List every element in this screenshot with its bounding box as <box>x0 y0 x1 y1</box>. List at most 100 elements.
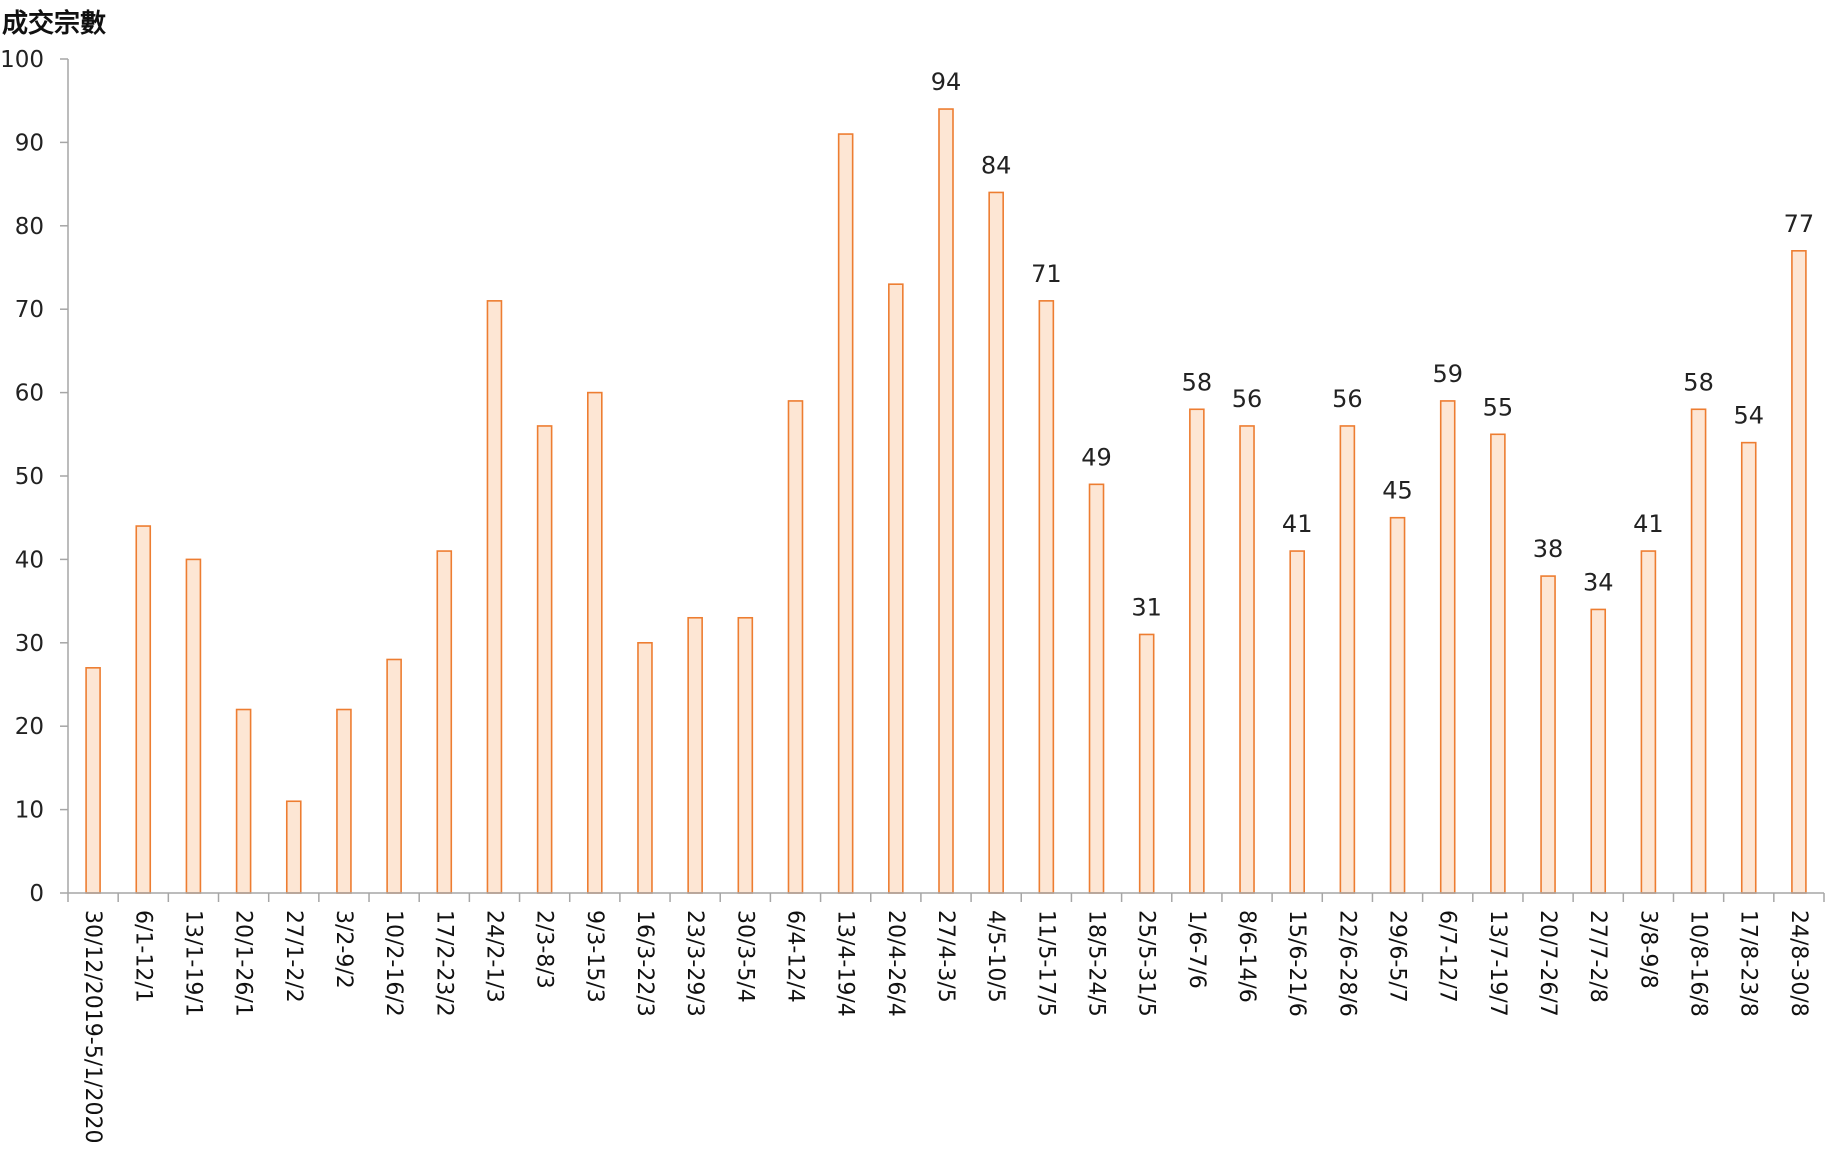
data-label: 58 <box>1683 368 1714 396</box>
y-tick-label: 40 <box>15 547 44 573</box>
bar <box>637 641 653 894</box>
x-tick-label: 8/6-14/6 <box>1234 910 1259 1003</box>
x-tick-label: 4/5-10/5 <box>983 910 1008 1003</box>
bar <box>1289 550 1305 894</box>
x-tick-label: 6/1-12/1 <box>130 910 155 1003</box>
bar <box>1690 408 1707 894</box>
y-tick-label: 80 <box>15 214 44 240</box>
y-tick-label: 50 <box>15 464 44 490</box>
bar <box>1189 408 1205 894</box>
bar <box>336 708 352 894</box>
data-label: 84 <box>981 151 1012 179</box>
x-tick-label: 16/3-22/3 <box>632 910 657 1017</box>
x-tick-label: 30/12/2019-5/1/2020 <box>80 910 105 1144</box>
bar <box>787 400 804 894</box>
x-tick-label: 17/2-23/2 <box>431 910 456 1017</box>
bar <box>586 391 603 894</box>
data-label: 54 <box>1733 402 1764 430</box>
data-label: 31 <box>1131 593 1162 621</box>
data-label: 56 <box>1232 385 1263 413</box>
bar <box>1439 400 1456 894</box>
x-tick-label: 24/8-30/8 <box>1786 910 1811 1017</box>
bar <box>135 525 152 894</box>
x-tick-label: 3/2-9/2 <box>331 910 356 989</box>
x-tick-label: 11/5-17/5 <box>1033 910 1058 1017</box>
x-tick-label: 13/1-19/1 <box>180 910 205 1017</box>
x-tick-label: 27/1-2/2 <box>281 910 306 1003</box>
bar <box>1138 633 1155 894</box>
data-label: 38 <box>1533 535 1564 563</box>
x-tick-label: 15/6-21/6 <box>1284 910 1309 1017</box>
x-tick-label: 27/4-3/5 <box>933 910 958 1003</box>
y-tick-label: 10 <box>15 798 44 824</box>
bar <box>235 708 252 894</box>
x-tick-label: 18/5-24/5 <box>1084 910 1109 1017</box>
x-tick-label: 29/6-5/7 <box>1385 910 1410 1003</box>
bar <box>386 658 402 894</box>
x-tick-label: 17/8-23/8 <box>1736 910 1761 1017</box>
y-axis-label: 成交宗數 <box>2 8 106 39</box>
x-tick-label: 24/2-1/3 <box>481 910 506 1003</box>
bar <box>1740 441 1757 894</box>
bars <box>85 108 1807 894</box>
bar <box>1239 425 1255 894</box>
x-axis: 30/12/2019-5/1/2020 6/1-12/1 13/1-19/1 20/1… <box>67 892 1825 1144</box>
x-tick-label: 3/8-9/8 <box>1635 910 1660 989</box>
bar <box>1389 516 1406 894</box>
data-label: 41 <box>1633 510 1664 538</box>
x-tick-label: 20/7-26/7 <box>1535 910 1560 1017</box>
x-tick-label: 22/6-28/6 <box>1334 910 1359 1017</box>
y-tick-label: 60 <box>15 381 44 407</box>
bar <box>486 300 503 894</box>
data-label: 58 <box>1182 368 1213 396</box>
bar <box>1640 550 1657 894</box>
bar <box>1490 433 1506 894</box>
y-tick-label: 0 <box>29 881 44 907</box>
y-tick-label: 90 <box>15 130 44 156</box>
bar <box>1339 425 1356 894</box>
bar <box>1088 483 1105 894</box>
y-axis: 0 10 20 30 40 50 60 70 80 90 100 <box>0 47 69 907</box>
x-tick-label: 13/4-19/4 <box>833 910 858 1017</box>
y-tick-label: 70 <box>15 297 44 323</box>
data-label: 71 <box>1031 260 1062 288</box>
data-label: 59 <box>1432 360 1463 388</box>
bar <box>285 800 302 894</box>
bar <box>938 108 954 894</box>
bar <box>1590 608 1607 894</box>
bar <box>185 558 202 894</box>
x-tick-label: 6/7-12/7 <box>1435 910 1460 1003</box>
x-tick-label: 23/3-29/3 <box>682 910 707 1017</box>
bar <box>737 616 754 894</box>
x-tick-label: 10/8-16/8 <box>1686 910 1711 1017</box>
y-tick-label: 30 <box>15 631 44 657</box>
bar <box>888 283 904 894</box>
x-tick-label: 27/7-2/8 <box>1585 910 1610 1003</box>
bar <box>85 667 101 894</box>
x-tick-label: 20/4-26/4 <box>883 910 908 1017</box>
y-tick-label: 20 <box>15 714 44 740</box>
bar <box>1038 300 1055 894</box>
x-tick-label: 6/4-12/4 <box>782 910 807 1003</box>
x-tick-label: 9/3-15/3 <box>582 910 607 1003</box>
data-label: 56 <box>1332 385 1363 413</box>
data-label: 94 <box>931 68 962 96</box>
y-tick-label: 100 <box>0 47 44 73</box>
x-tick-label: 25/5-31/5 <box>1134 910 1159 1017</box>
x-tick-label: 1/6-7/6 <box>1184 910 1209 989</box>
bar <box>1791 250 1807 894</box>
bar <box>988 191 1004 894</box>
data-label: 55 <box>1483 393 1514 421</box>
x-tick-label: 20/1-26/1 <box>231 910 256 1017</box>
bar <box>536 425 553 894</box>
data-label: 41 <box>1282 510 1313 538</box>
data-label: 49 <box>1081 443 1112 471</box>
bar <box>436 550 453 894</box>
bar <box>1540 575 1556 894</box>
x-tick-label: 13/7-19/7 <box>1485 910 1510 1017</box>
data-label: 45 <box>1382 477 1413 505</box>
data-label: 34 <box>1583 568 1614 596</box>
data-label: 77 <box>1784 210 1815 238</box>
x-tick-label: 30/3-5/4 <box>732 910 757 1003</box>
